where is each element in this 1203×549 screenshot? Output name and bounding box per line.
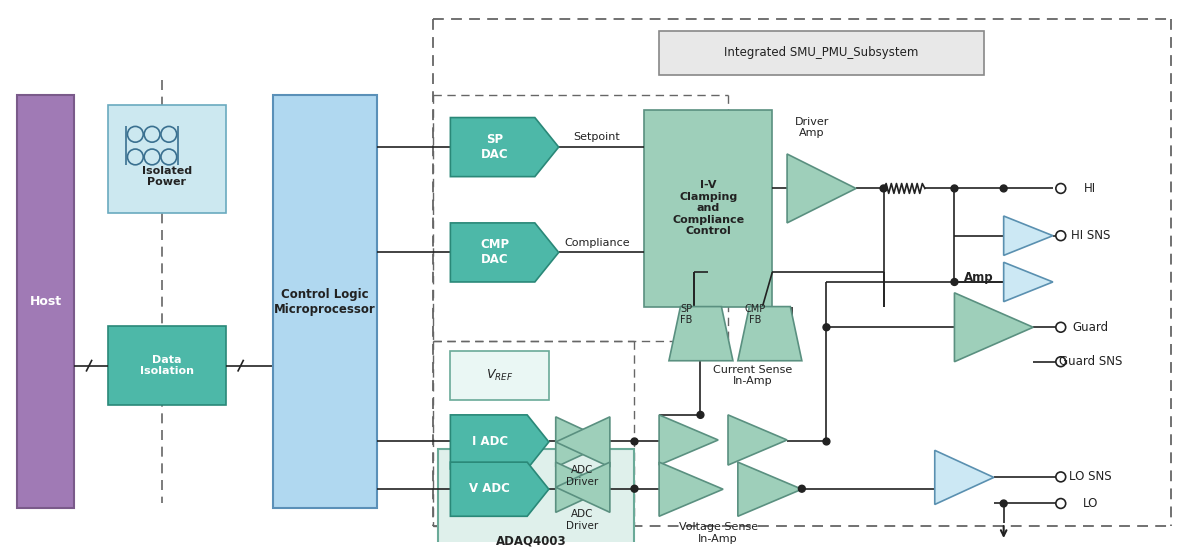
Text: LO: LO [1083,497,1098,510]
Polygon shape [1003,216,1053,255]
Polygon shape [1003,262,1053,301]
Polygon shape [935,450,994,505]
Bar [108,326,226,405]
Text: LO SNS: LO SNS [1069,470,1112,484]
Text: CMP
FB: CMP FB [745,304,766,325]
Polygon shape [787,154,857,223]
Polygon shape [954,293,1033,362]
Polygon shape [737,306,802,361]
Bar [438,449,634,549]
Polygon shape [556,462,610,512]
Polygon shape [737,462,802,516]
Text: Setpoint: Setpoint [574,132,621,142]
Polygon shape [659,415,718,465]
Polygon shape [556,462,610,512]
Text: Isolated
Power: Isolated Power [142,166,192,187]
Circle shape [823,324,830,330]
Text: CMP
DAC: CMP DAC [480,238,509,266]
Polygon shape [556,417,610,467]
Polygon shape [450,223,558,282]
Circle shape [697,411,704,418]
Text: Host: Host [30,295,61,308]
Circle shape [952,185,958,192]
Text: Guard SNS: Guard SNS [1059,355,1122,368]
Polygon shape [669,306,733,361]
Polygon shape [450,117,558,177]
Circle shape [1056,322,1066,332]
Text: ADAQ4003: ADAQ4003 [496,534,567,547]
Text: Guard: Guard [1072,321,1108,334]
Bar [108,105,226,213]
Circle shape [799,485,805,492]
Text: HI SNS: HI SNS [1071,229,1110,242]
Circle shape [632,485,638,492]
Circle shape [632,438,638,445]
Circle shape [1056,498,1066,508]
Text: Driver
Amp: Driver Amp [794,116,829,138]
Bar [17,95,75,508]
Text: Voltage Sense
In-Amp: Voltage Sense In-Amp [678,522,758,544]
Polygon shape [659,462,723,516]
Circle shape [1056,357,1066,367]
Bar [645,110,772,306]
Text: ADC
Driver: ADC Driver [567,465,598,487]
Text: V ADC: V ADC [469,482,510,495]
Circle shape [1000,500,1007,507]
Text: SP
DAC: SP DAC [481,133,509,161]
Circle shape [1056,183,1066,193]
Text: Compliance: Compliance [564,238,630,248]
Bar [273,95,377,508]
Circle shape [823,438,830,445]
Circle shape [952,278,958,285]
Bar [659,31,984,75]
Text: HI: HI [1084,182,1096,195]
Circle shape [1056,231,1066,240]
Text: SP
FB: SP FB [681,304,693,325]
Circle shape [1056,472,1066,482]
Text: $V_{REF}$: $V_{REF}$ [486,368,514,383]
Text: ADC
Driver: ADC Driver [567,509,598,531]
Text: Current Sense
In-Amp: Current Sense In-Amp [713,365,793,386]
Circle shape [1000,185,1007,192]
Text: Amp: Amp [965,271,994,283]
Polygon shape [450,462,549,516]
Bar [450,351,549,400]
Text: Integrated SMU_PMU_Subsystem: Integrated SMU_PMU_Subsystem [724,46,919,59]
Polygon shape [450,415,549,469]
Text: Data
Isolation: Data Isolation [140,355,194,377]
Polygon shape [728,415,787,465]
Text: I-V
Clamping
and
Compliance
Control: I-V Clamping and Compliance Control [672,180,745,236]
Polygon shape [556,417,610,467]
Text: I ADC: I ADC [472,435,508,448]
Text: Control Logic
Microprocessor: Control Logic Microprocessor [273,288,375,316]
Circle shape [881,185,887,192]
